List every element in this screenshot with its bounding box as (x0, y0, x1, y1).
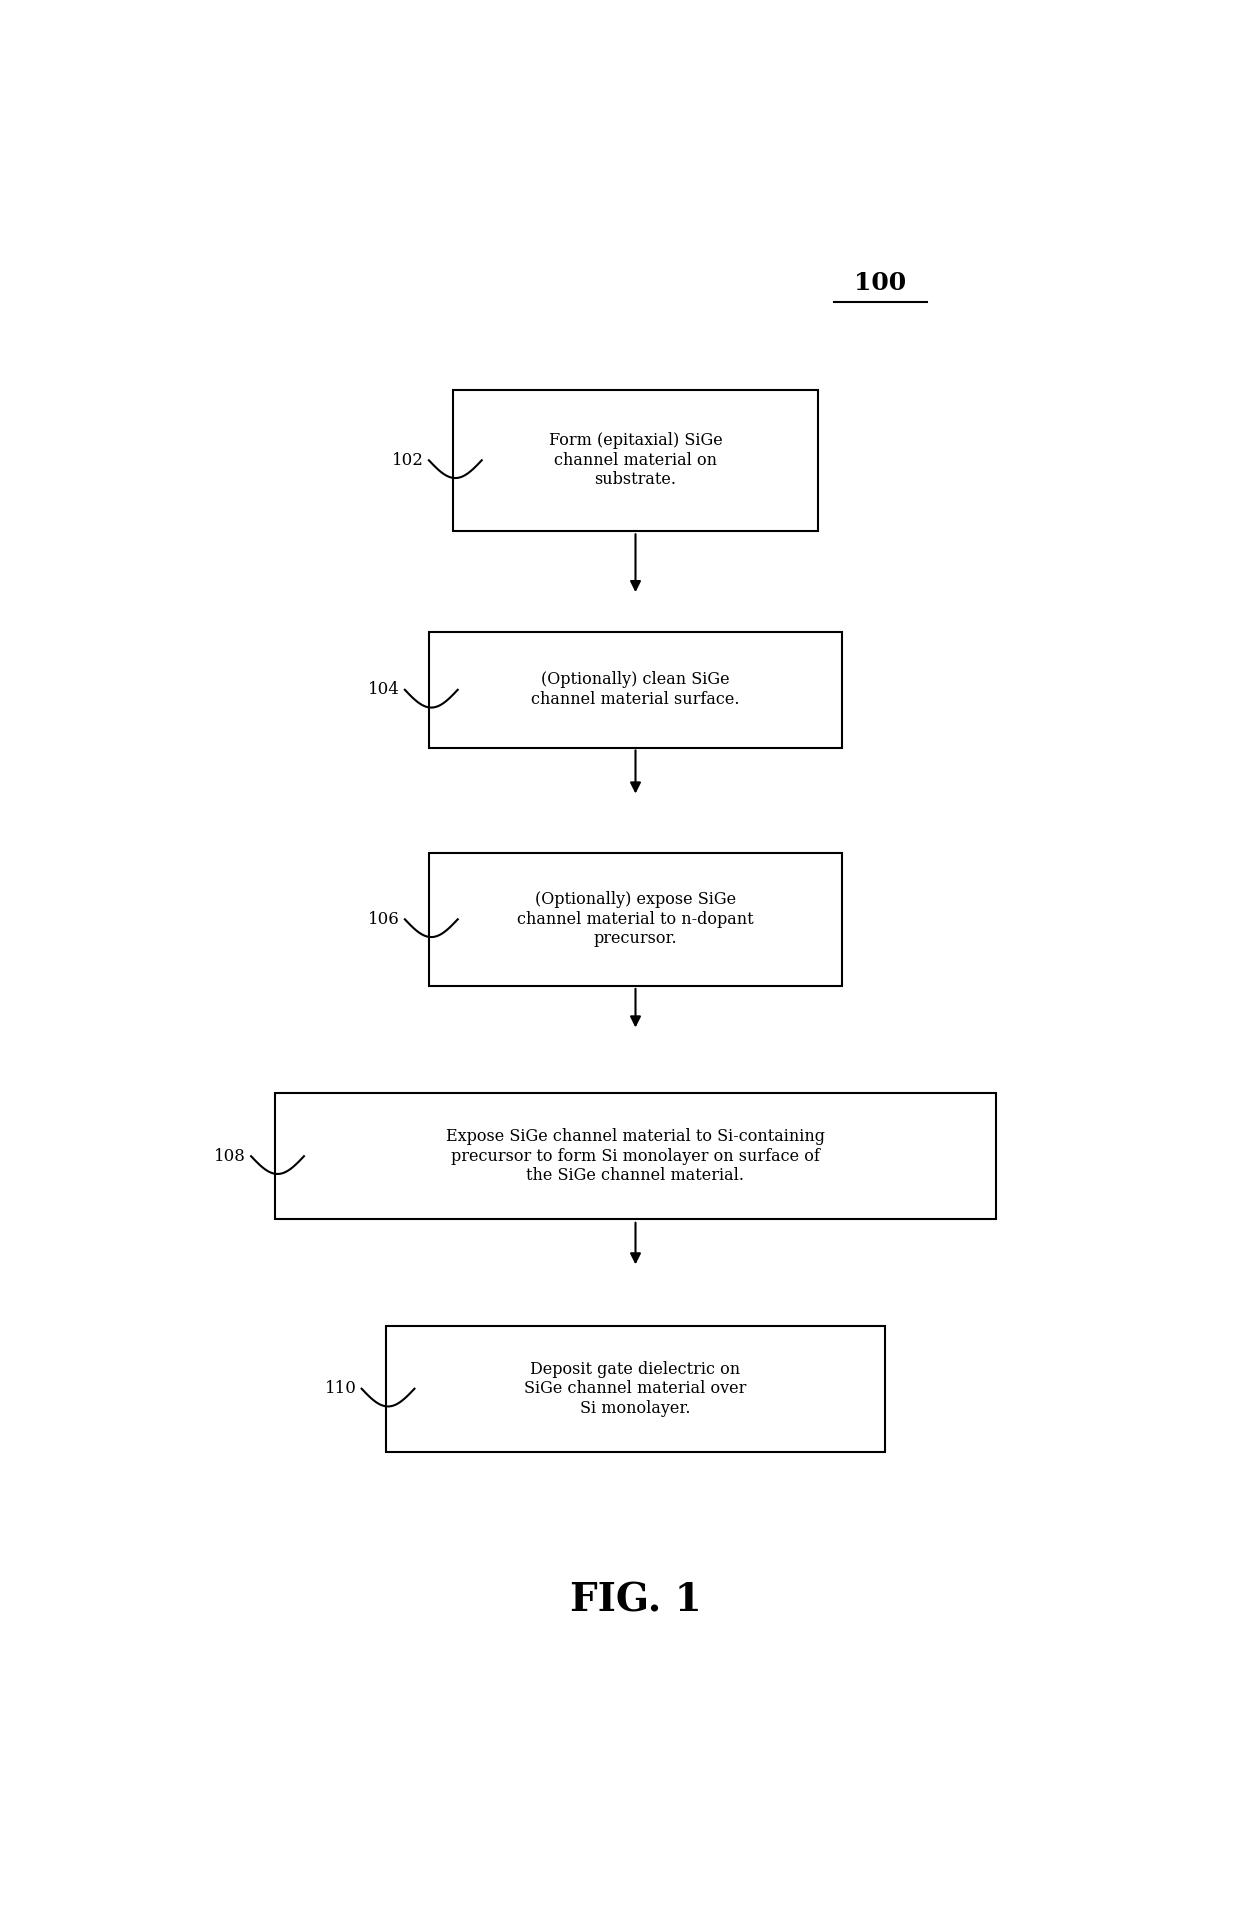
Text: Expose SiGe channel material to Si-containing
precursor to form Si monolayer on : Expose SiGe channel material to Si-conta… (446, 1129, 825, 1185)
Text: 110: 110 (325, 1381, 357, 1398)
FancyBboxPatch shape (429, 633, 842, 748)
Text: Form (epitaxial) SiGe
channel material on
substrate.: Form (epitaxial) SiGe channel material o… (548, 433, 723, 488)
Text: 102: 102 (392, 452, 424, 469)
Text: 106: 106 (368, 912, 401, 927)
FancyBboxPatch shape (386, 1325, 885, 1452)
FancyBboxPatch shape (429, 852, 842, 986)
Text: 108: 108 (215, 1148, 247, 1165)
Text: (Optionally) clean SiGe
channel material surface.: (Optionally) clean SiGe channel material… (531, 671, 740, 708)
FancyBboxPatch shape (275, 1094, 996, 1219)
Text: Deposit gate dielectric on
SiGe channel material over
Si monolayer.: Deposit gate dielectric on SiGe channel … (525, 1361, 746, 1417)
Text: 100: 100 (854, 271, 906, 294)
Text: (Optionally) expose SiGe
channel material to n-dopant
precursor.: (Optionally) expose SiGe channel materia… (517, 890, 754, 948)
Text: 104: 104 (368, 681, 401, 698)
FancyBboxPatch shape (453, 390, 818, 531)
Text: FIG. 1: FIG. 1 (569, 1581, 702, 1619)
